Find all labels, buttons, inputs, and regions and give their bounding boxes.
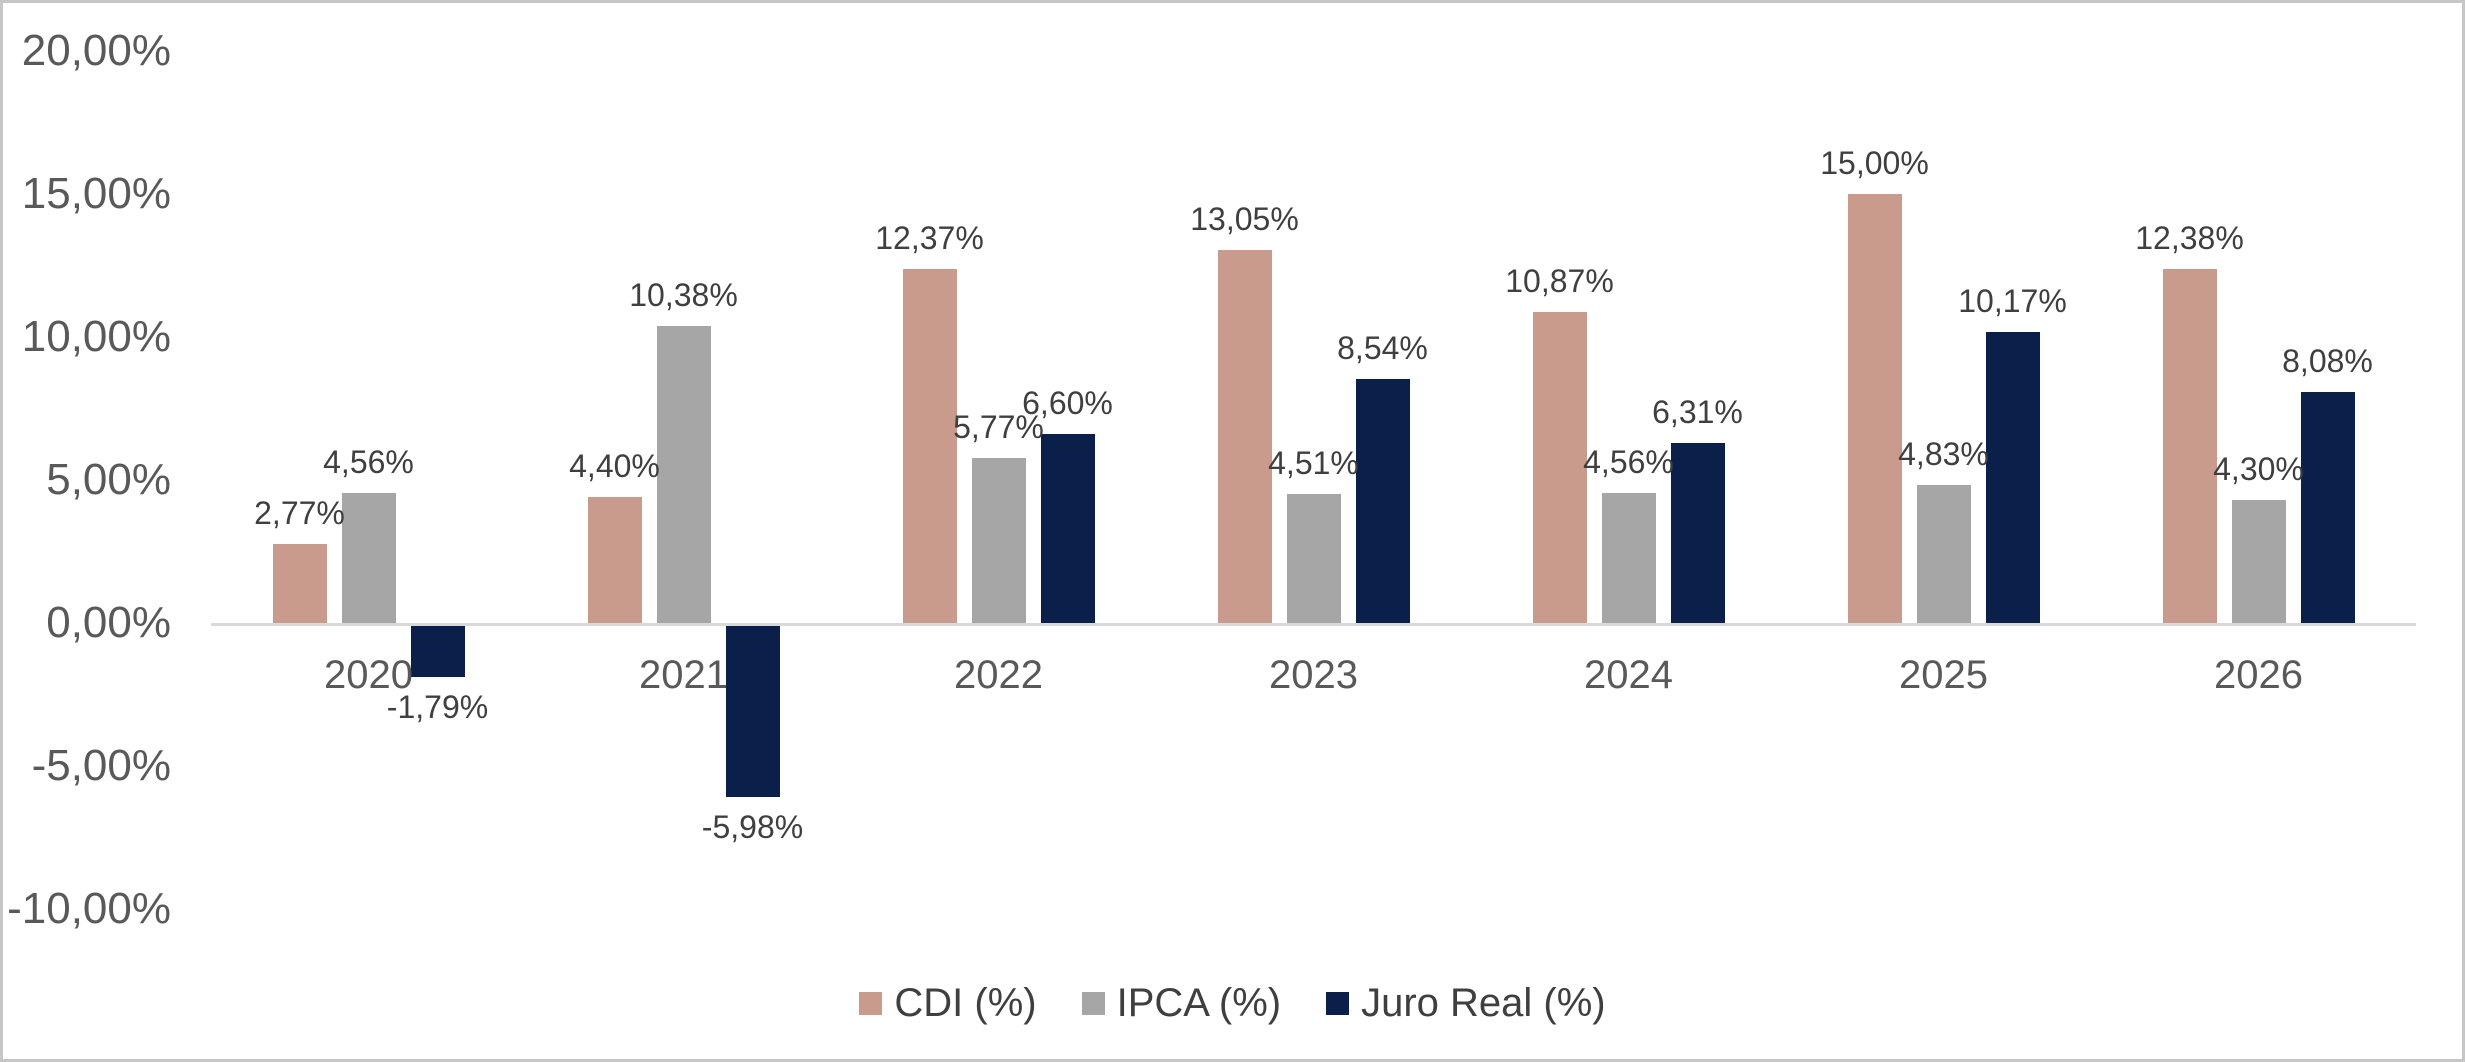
- bar-juroreal-2020: [410, 626, 465, 678]
- x-axis-category-label: 2025: [1899, 653, 1988, 697]
- bar-ipca-2023: [1286, 494, 1341, 623]
- bar-cdi-2023: [1217, 249, 1272, 623]
- bar-value-label: 8,08%: [2282, 342, 2373, 379]
- legend-swatch-icon: [1081, 991, 1105, 1015]
- bar-juroreal-2026: [2300, 391, 2355, 623]
- bar-value-label: 4,56%: [323, 443, 414, 480]
- bar-cdi-2021: [587, 497, 642, 623]
- x-axis-line: [211, 623, 2416, 626]
- legend-label: Juro Real (%): [1361, 980, 1606, 1025]
- x-axis-category-label: 2023: [1269, 653, 1358, 697]
- bar-ipca-2024: [1601, 492, 1656, 623]
- bar-cdi-2022: [902, 269, 957, 623]
- bar-value-label: 12,38%: [2135, 219, 2244, 256]
- bar-ipca-2026: [2231, 500, 2286, 623]
- legend-swatch-icon: [859, 991, 883, 1015]
- bar-ipca-2021: [656, 326, 711, 623]
- y-axis-tick-label: 20,00%: [21, 26, 171, 75]
- bar-value-label: 8,54%: [1337, 329, 1428, 366]
- y-axis-tick-label: 10,00%: [21, 312, 171, 361]
- y-axis-tick-label: -5,00%: [31, 741, 171, 790]
- y-axis-tick-label: 5,00%: [46, 455, 171, 504]
- bar-value-label: 4,40%: [569, 448, 660, 485]
- bar-ipca-2025: [1916, 484, 1971, 623]
- legend-label: CDI (%): [894, 980, 1037, 1025]
- bar-value-label: 4,56%: [1583, 443, 1674, 480]
- x-axis-category-label: 2022: [954, 653, 1043, 697]
- bar-juroreal-2023: [1355, 378, 1410, 623]
- bar-juroreal-2022: [1040, 434, 1095, 623]
- bar-value-label: -5,98%: [701, 809, 804, 846]
- bar-value-label: -1,79%: [386, 689, 489, 726]
- y-axis-tick-label: 0,00%: [46, 598, 171, 647]
- bar-cdi-2025: [1847, 194, 1902, 623]
- x-axis-category-label: 2024: [1584, 653, 1673, 697]
- bar-value-label: 5,77%: [953, 408, 1044, 445]
- bar-value-label: 2,77%: [254, 494, 345, 531]
- bar-juroreal-2025: [1985, 332, 2040, 623]
- x-axis-category-label: 2026: [2214, 653, 2303, 697]
- bar-value-label: 6,31%: [1652, 393, 1743, 430]
- legend-swatch-icon: [1326, 991, 1350, 1015]
- x-axis-category-label: 2021: [639, 653, 728, 697]
- bar-juroreal-2024: [1670, 442, 1725, 623]
- bar-value-label: 4,83%: [1898, 435, 1989, 472]
- bar-cdi-2024: [1532, 312, 1587, 623]
- bar-ipca-2022: [971, 457, 1026, 623]
- y-axis-tick-label: 15,00%: [21, 169, 171, 218]
- y-axis-tick-label: -10,00%: [7, 884, 171, 933]
- bar-cdi-2020: [272, 543, 327, 623]
- bar-ipca-2020: [341, 492, 396, 623]
- bar-value-label: 10,38%: [629, 277, 738, 314]
- bar-value-label: 13,05%: [1190, 200, 1299, 237]
- bar-value-label: 10,87%: [1505, 263, 1614, 300]
- legend-item-juroreal: Juro Real (%): [1326, 981, 1606, 1026]
- bar-value-label: 4,51%: [1268, 445, 1359, 481]
- bar-value-label: 15,00%: [1820, 145, 1929, 181]
- bar-value-label: 6,60%: [1022, 385, 1113, 422]
- bar-value-label: 12,37%: [875, 220, 984, 257]
- legend-item-cdi: CDI (%): [859, 980, 1037, 1026]
- legend-label: IPCA (%): [1116, 980, 1282, 1025]
- bar-juroreal-2021: [725, 626, 780, 798]
- bar-value-label: 10,17%: [1958, 283, 2067, 320]
- bar-value-label: 4,30%: [2213, 451, 2304, 488]
- legend-item-ipca: IPCA (%): [1081, 980, 1282, 1026]
- x-axis-category-label: 2020: [324, 653, 413, 697]
- legend: CDI (%) IPCA (%) Juro Real (%): [3, 979, 2462, 1027]
- bar-cdi-2026: [2162, 268, 2217, 623]
